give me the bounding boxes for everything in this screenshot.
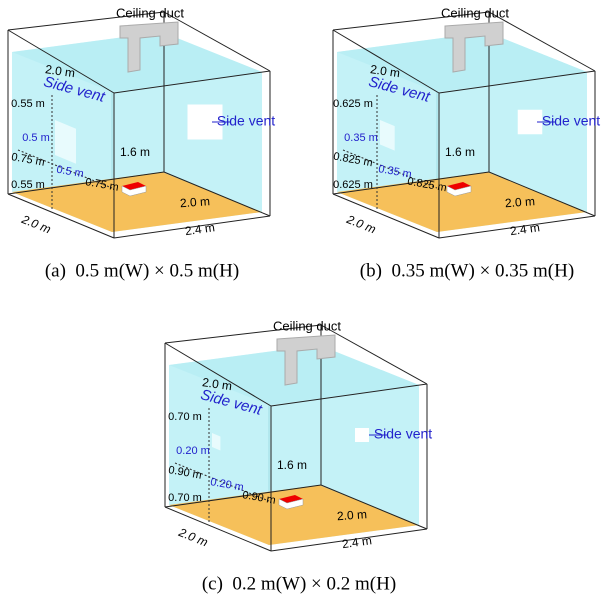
dimension-label: 2.4 m <box>184 220 216 238</box>
dimension-label: 2.0 m <box>336 507 367 523</box>
dimension-label: Side vent <box>217 113 275 129</box>
dimension-label: 2.4 m <box>509 220 541 238</box>
dimension-label: 0.625 m <box>333 179 373 191</box>
dimension-label: Side vent <box>542 113 600 129</box>
dimension-label: Ceiling duct <box>273 318 341 333</box>
dimension-label: 0.35 m <box>344 132 378 144</box>
caption: (b) 0.35 m(W) × 0.35 m(H) <box>360 260 574 281</box>
dimension-label: 2.0 m <box>504 194 535 210</box>
dimension-label: Ceiling duct <box>441 5 509 20</box>
dimension-label: Side vent <box>374 426 432 442</box>
dimension-label: 0.70 m <box>168 411 202 423</box>
dimension-label: 0.625 m <box>333 98 373 110</box>
dimension-label: 2.0 m <box>176 525 210 550</box>
side-vent <box>355 428 369 442</box>
dimension-label: 2.0 m <box>19 212 53 237</box>
dimension-label: 2.0 m <box>344 212 378 237</box>
dimension-label: 0.55 m <box>11 98 45 110</box>
dimension-label: 0.70 m <box>168 492 202 504</box>
dimension-label: 1.6 m <box>277 458 307 472</box>
dimension-label: 2.0 m <box>179 194 210 210</box>
dimension-label: 1.6 m <box>120 145 150 159</box>
dimension-label: 2.4 m <box>341 533 373 551</box>
dimension-label: 0.5 m <box>22 132 50 144</box>
dimension-label: 1.6 m <box>445 145 475 159</box>
dimension-label: Ceiling duct <box>116 5 184 20</box>
dimension-label: 0.20 m <box>176 445 210 457</box>
figure: Ceiling duct 2.0 m Side vent Side vent 0.55 … <box>0 0 609 596</box>
dimension-label: 0.55 m <box>11 179 45 191</box>
caption: (c) 0.2 m(W) × 0.2 m(H) <box>202 573 396 594</box>
caption: (a) 0.5 m(W) × 0.5 m(H) <box>45 260 239 281</box>
